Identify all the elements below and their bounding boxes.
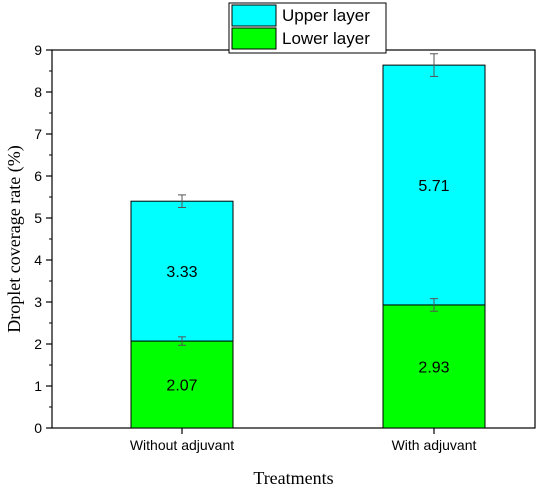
x-tick-label-2: With adjuvant	[392, 437, 477, 453]
data-label-lower-layer-1: 2.07	[166, 378, 197, 395]
y-tick-label-9: 9	[34, 42, 42, 58]
error-bar-upper-layer-2	[430, 53, 438, 77]
error-bar-upper-layer-1	[178, 194, 186, 208]
x-axis-title: Treatments	[253, 468, 333, 488]
y-tick-label-1: 1	[34, 378, 42, 394]
error-bars	[178, 53, 438, 346]
y-tick-label-8: 8	[34, 84, 42, 100]
y-axis-title: Droplet coverage rate (%)	[4, 145, 25, 332]
error-bar-lower-layer-2	[430, 298, 438, 312]
bar-upper-layer-1	[130, 200, 234, 342]
data-label-upper-layer-1: 3.33	[166, 264, 197, 281]
bars	[130, 64, 486, 429]
legend-label-upper-layer: Upper layer	[282, 6, 370, 25]
y-tick-label-5: 5	[34, 210, 42, 226]
y-tick-label-4: 4	[34, 252, 42, 268]
data-label-lower-layer-2: 2.93	[418, 359, 449, 376]
y-tick-label-3: 3	[34, 294, 42, 310]
bar-upper-layer-2	[382, 64, 486, 306]
error-bar-lower-layer-1	[178, 336, 186, 346]
data-labels: 2.07 3.33 2.93 5.71	[166, 178, 449, 395]
x-axis: Without adjuvant With adjuvant	[130, 428, 477, 453]
y-tick-label-0: 0	[34, 420, 42, 436]
y-tick-label-7: 7	[34, 126, 42, 142]
legend-swatch-lower-layer	[231, 27, 277, 50]
y-tick-label-6: 6	[34, 168, 42, 184]
data-label-upper-layer-2: 5.71	[418, 178, 449, 195]
x-tick-label-1: Without adjuvant	[130, 437, 234, 453]
y-axis: 0 1 2 3 4 5 6 7 8 9	[34, 42, 52, 436]
legend-swatch-upper-layer	[231, 4, 277, 27]
y-tick-label-2: 2	[34, 336, 42, 352]
legend: Upper layer Lower layer	[228, 2, 387, 54]
legend-label-lower-layer: Lower layer	[282, 29, 370, 48]
